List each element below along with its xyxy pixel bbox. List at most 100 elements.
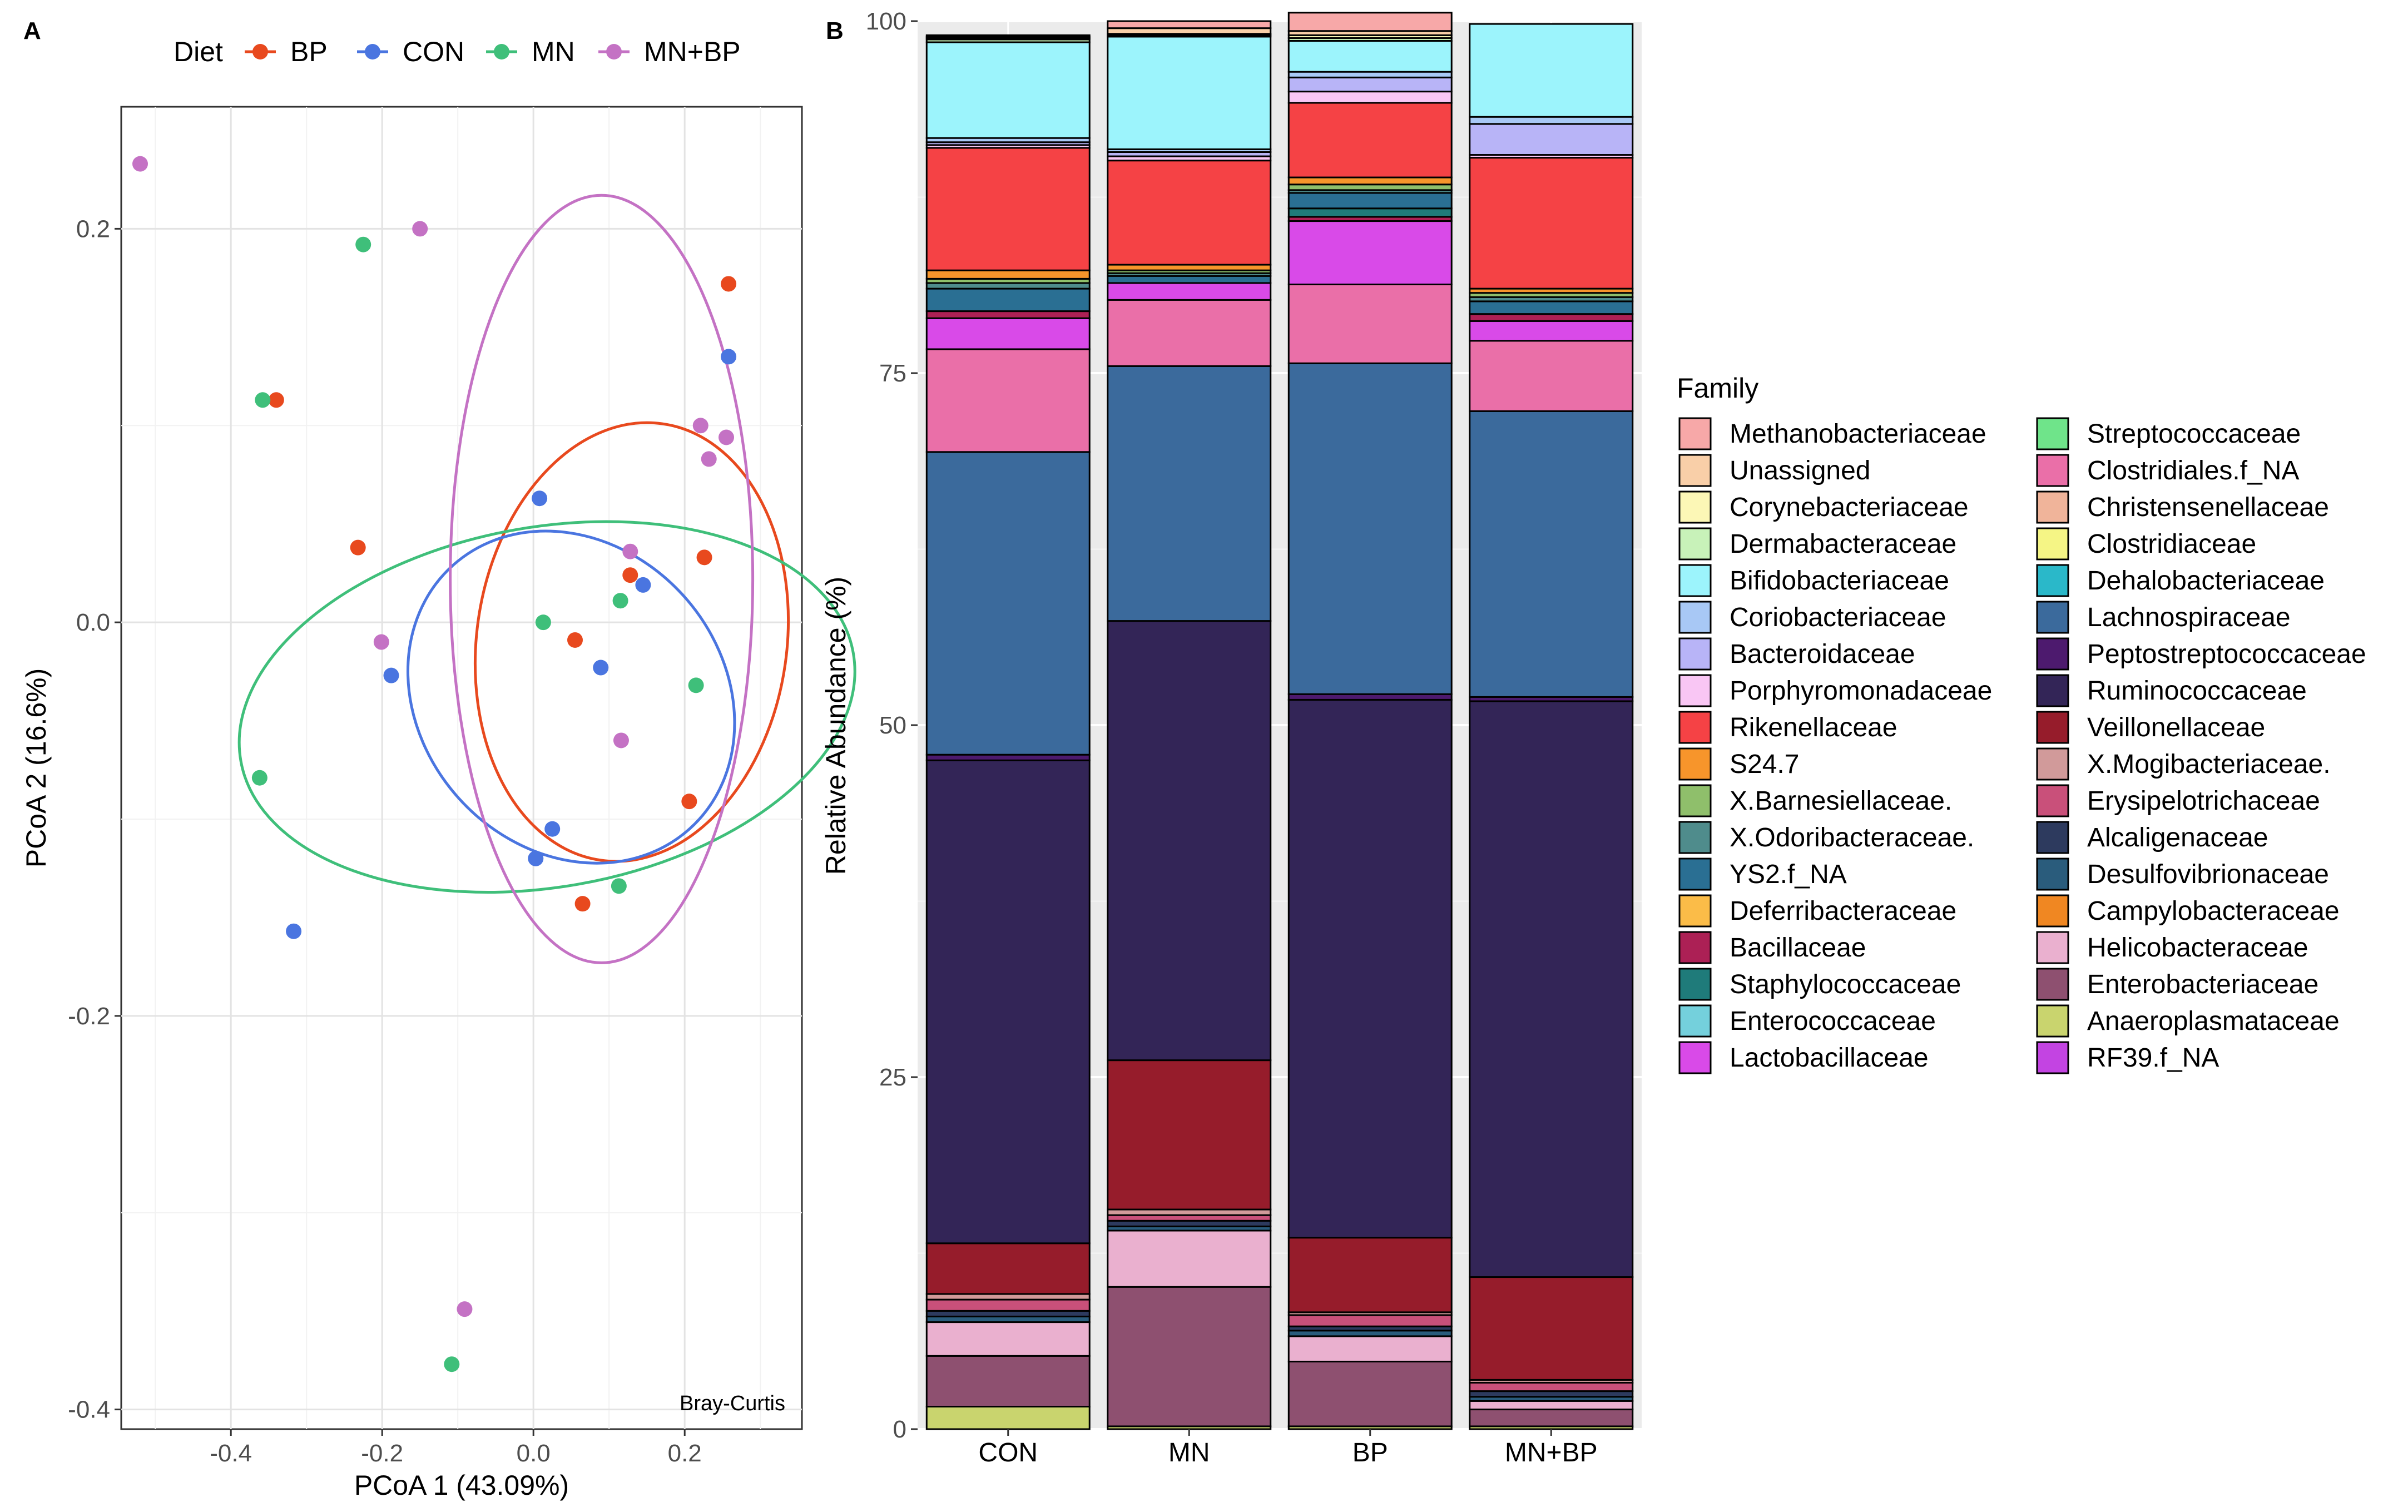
y-tick-label: 0.0 [76, 609, 110, 636]
point-bp [350, 539, 366, 556]
legend-label-staphylococcaceae: Staphylococcaceae [1730, 970, 1961, 999]
legend-label-unassigned: Unassigned [1730, 456, 1871, 485]
point-mn-bp [692, 418, 708, 434]
bar-segment-con-lachnospiraceae [925, 451, 1091, 756]
point-mn-bp [701, 451, 717, 467]
legend-key-clostridiales-f-na [2036, 454, 2069, 487]
bar-segment-mn-erysipelotrichaceae [1107, 1214, 1272, 1222]
legend-label-dehalobacteriaceae: Dehalobacteriaceae [2087, 566, 2325, 596]
bar-segment-mn-lactobacillaceae [1107, 282, 1272, 301]
legend-label-ys2-f-na: YS2.f_NA [1730, 860, 1847, 889]
pcoa-panel: -0.4 -0.2 0.0 0.2 -0.4 -0.2 0.0 0.2 PCoA 1 (43.… [21, 36, 856, 1501]
bar-segment-mn-bp-lactobacillaceae [1469, 320, 1634, 342]
legend-key-lactobacillaceae [1678, 1041, 1712, 1074]
bar-segment-bp-rikenellaceae [1287, 102, 1453, 179]
bar-segment-con-ys2-f-na [925, 287, 1091, 313]
bar-segment-mn-bp-ys2-f-na [1469, 300, 1634, 315]
point-bp [622, 567, 638, 583]
bar-segment-mn-bp-clostridiales-f-na [1469, 340, 1634, 412]
bar-segment-bp-lactobacillaceae [1287, 220, 1453, 285]
point-con [286, 923, 302, 939]
bar-segment-bp-porphyromonadaceae [1287, 91, 1453, 104]
bar-segment-con-desulfovibrionaceae [925, 1315, 1091, 1323]
legend-marker-mn [494, 44, 509, 60]
legend-label-x-odoribacteraceae: X.Odoribacteraceae. [1730, 823, 1974, 852]
legend-label-coriobacteriaceae: Coriobacteriaceae [1730, 603, 1946, 632]
bar-segment-mn-alcaligenaceae [1107, 1219, 1272, 1227]
point-con [532, 490, 548, 507]
legend-label-deferribacteraceae: Deferribacteraceae [1730, 896, 1956, 926]
bar-segment-mn-methanobacteriaceae [1107, 20, 1272, 29]
bar-x-tick-label-con: CON [978, 1438, 1038, 1468]
point-mn [535, 614, 551, 631]
pcoa-gridlines [121, 107, 802, 1429]
bar-segment-mn-bp-enterobacteriaceae [1469, 1409, 1634, 1427]
legend-label-lactobacillaceae: Lactobacillaceae [1730, 1043, 1929, 1073]
point-con [721, 349, 737, 365]
bar-segment-bp-veillonellaceae [1287, 1237, 1453, 1313]
legend-key-bacillaceae [1678, 931, 1712, 964]
ellipse-mn-bp [449, 194, 755, 964]
legend-key-enterococcaceae [1678, 1004, 1712, 1038]
bar-segment-con-methanobacteriaceae [925, 34, 1091, 38]
legend-key-enterobacteriaceae [2036, 968, 2069, 1001]
ellipse-mn [237, 520, 856, 894]
bar-segment-mn-bp-lachnospiraceae [1469, 410, 1634, 698]
legend-label-erysipelotrichaceae: Erysipelotrichaceae [2087, 786, 2320, 816]
panel-a-label: A [23, 17, 41, 44]
bar-x-tick-label-mn-bp: MN+BP [1505, 1438, 1598, 1468]
bar-segment-con-helicobacteraceae [925, 1321, 1091, 1357]
legend-key-rikenellaceae [1678, 711, 1712, 744]
bar-y-tick-label: 25 [879, 1064, 906, 1091]
bar-y-tick-label: 100 [866, 8, 906, 35]
legend-key-ruminococcaceae [2036, 674, 2069, 707]
y-tick-label: 0.2 [76, 215, 110, 242]
legend-key-ys2-f-na [1678, 857, 1712, 891]
point-mn-bp [613, 732, 629, 748]
legend-label-campylobacteraceae: Campylobacteraceae [2087, 896, 2340, 926]
bar-segment-con-erysipelotrichaceae [925, 1298, 1091, 1312]
point-mn [444, 1356, 460, 1372]
bar-segment-bp-coriobacteriaceae [1287, 71, 1453, 78]
bar-segment-mn-bp-bacillaceae [1469, 313, 1634, 322]
legend-label-mn-bp: MN+BP [644, 36, 741, 67]
bar-segment-mn-enterobacteriaceae [1107, 1286, 1272, 1427]
point-con [593, 660, 609, 676]
diet-legend: Diet BP CON MN MN+BP [174, 36, 741, 67]
legend-key-corynebacteriaceae [1678, 490, 1712, 524]
legend-key-christensenellaceae [2036, 490, 2069, 524]
bar-segment-con-lactobacillaceae [925, 317, 1091, 350]
legend-key-alcaligenaceae [2036, 821, 2069, 854]
legend-label-clostridiales-f-na: Clostridiales.f_NA [2087, 456, 2299, 485]
legend-key-campylobacteraceae [2036, 894, 2069, 928]
legend-label-corynebacteriaceae: Corynebacteriaceae [1730, 493, 1969, 522]
point-bp [696, 549, 712, 566]
bar-segment-mn-bp-bacteroidaceae [1469, 123, 1634, 156]
legend-label-x-barnesiellaceae: X.Barnesiellaceae. [1730, 786, 1952, 816]
bar-segment-bp-ys2-f-na [1287, 192, 1453, 210]
legend-key-s24-7 [1678, 747, 1712, 781]
legend-key-lachnospiraceae [2036, 601, 2069, 634]
family-legend-title: Family [1677, 373, 1758, 404]
bar-segment-con-bifidobacteriaceae [925, 41, 1091, 139]
legend-label-streptococcaceae: Streptococcaceae [2087, 419, 2301, 449]
legend-key-clostridiaceae [2036, 527, 2069, 561]
bar-segment-con-anaeroplasmataceae [925, 1405, 1091, 1430]
legend-key-staphylococcaceae [1678, 968, 1712, 1001]
bar-segment-mn-bp-veillonellaceae [1469, 1276, 1634, 1381]
point-mn [251, 770, 267, 786]
bar-segment-mn-lachnospiraceae [1107, 365, 1272, 622]
panel-b-label: B [826, 17, 844, 44]
legend-label-methanobacteriaceae: Methanobacteriaceae [1730, 419, 1986, 449]
bar-segment-bp-lachnospiraceae [1287, 362, 1453, 695]
point-mn [611, 878, 627, 894]
bar-segment-con-veillonellaceae [925, 1242, 1091, 1295]
point-bp [681, 794, 697, 810]
bar-segment-bp-clostridiales-f-na [1287, 283, 1453, 364]
bar-segment-mn-bp-alcaligenaceae [1469, 1390, 1634, 1398]
bar-y-tick-label: 75 [879, 360, 906, 387]
bar-segment-mn-bp-bifidobacteriaceae [1469, 23, 1634, 118]
bar-segment-bp-s24-7 [1287, 176, 1453, 186]
bar-segment-bp-bacteroidaceae [1287, 76, 1453, 93]
bar-segment-mn-ruminococcaceae [1107, 620, 1272, 1062]
